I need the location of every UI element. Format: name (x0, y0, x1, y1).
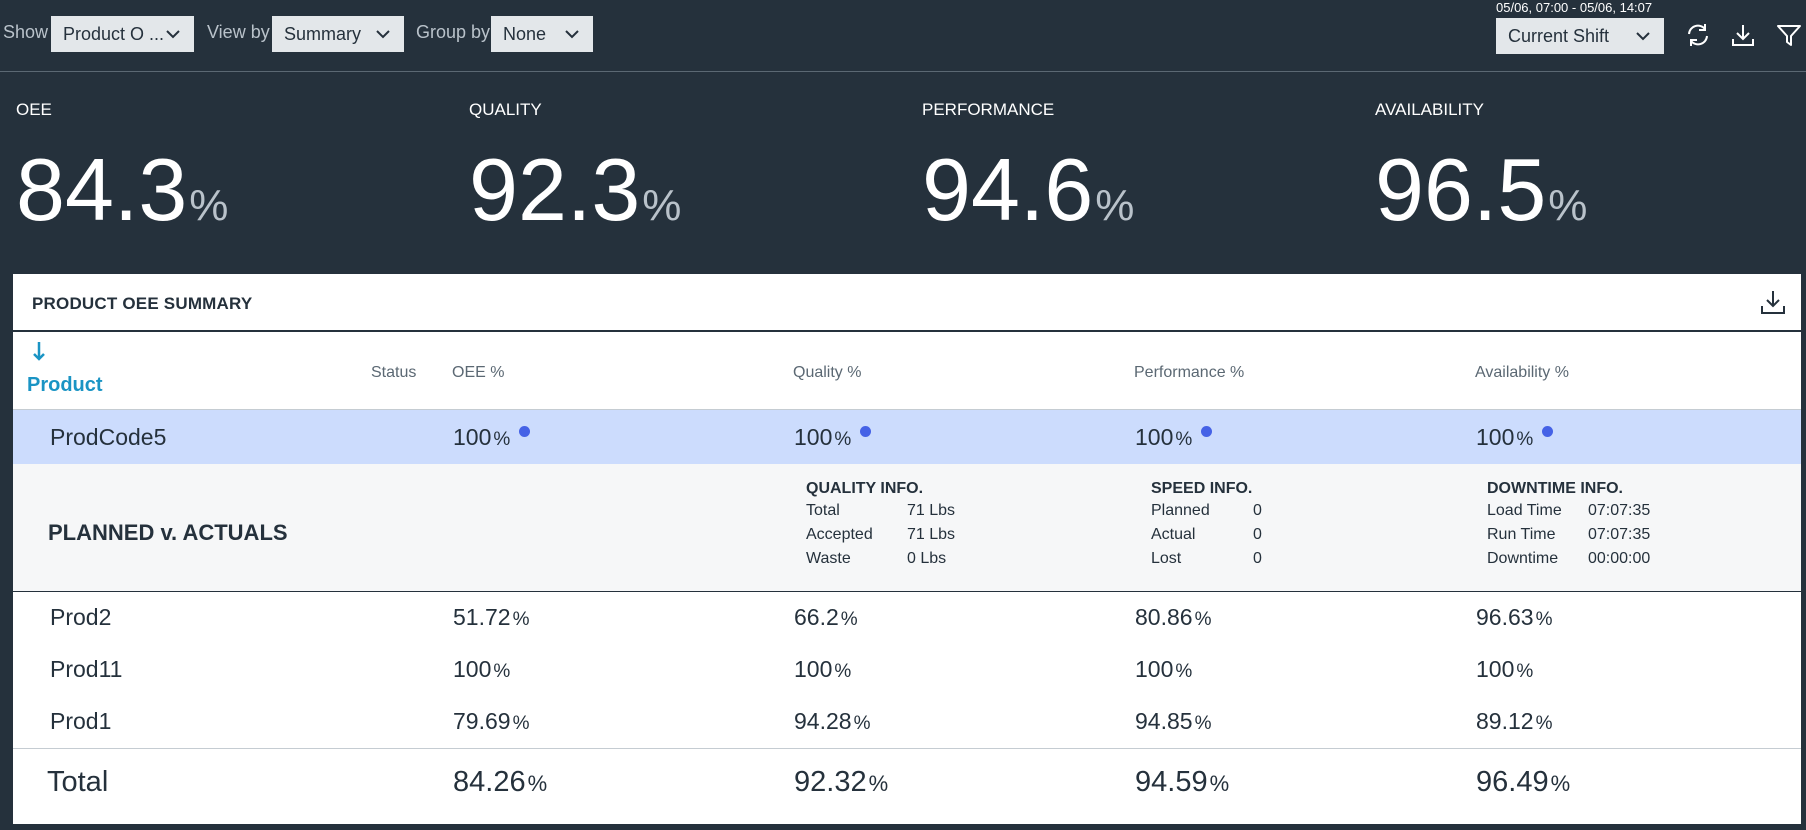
viewby-select[interactable]: Summary (272, 16, 404, 52)
show-select-value: Product O ... (63, 23, 164, 44)
oee-cell: 51.72% (453, 604, 530, 630)
chevron-down-icon (166, 30, 180, 39)
performance-cell: 80.86% (1135, 604, 1212, 630)
product-cell: Prod1 (50, 708, 112, 734)
info-row: Load Time 07:07:35 (1487, 502, 1651, 519)
download-icon[interactable] (1759, 288, 1787, 316)
header-divider (13, 409, 1801, 410)
quality-cell: 100% (794, 656, 852, 682)
product-cell: Prod11 (50, 656, 123, 682)
status-dot-icon (860, 426, 872, 437)
viewby-label: View by (207, 22, 270, 42)
info-row: Accepted 71 Lbs (806, 526, 956, 543)
info-row: Lost 0 (1151, 550, 1262, 567)
kpi-value: 84.3% (16, 140, 229, 239)
toolbar: Show Product O ... View by Summary Group… (0, 0, 1806, 72)
product-cell: Prod2 (50, 604, 112, 630)
panel-title: PRODUCT OEE SUMMARY (32, 294, 253, 313)
info-row: Downtime 00:00:00 (1487, 550, 1651, 567)
shift-select-value: Current Shift (1508, 25, 1610, 46)
viewby-select-value: Summary (284, 23, 362, 44)
quality-info-title: QUALITY INFO. (806, 480, 924, 497)
total-availability: 96.49% (1476, 766, 1571, 798)
availability-cell: 100% (1476, 424, 1554, 451)
groupby-select[interactable]: None (491, 16, 593, 52)
status-dot-icon (519, 426, 531, 437)
kpi-quality: QUALITY 92.3% (469, 100, 909, 234)
table-row[interactable]: Prod11 100% 100% 100% 100% (13, 646, 1801, 698)
show-select[interactable]: Product O ... (51, 16, 194, 52)
groupby-select-value: None (503, 23, 547, 44)
detail-title: PLANNED v. ACTUALS (48, 520, 288, 545)
oee-cell: 79.69% (453, 708, 530, 734)
chevron-down-icon (1636, 32, 1650, 41)
filter-icon[interactable] (1776, 22, 1802, 48)
kpi-oee: OEE 84.3% (16, 100, 456, 234)
date-range: 05/06, 07:00 - 05/06, 14:07 (1496, 0, 1653, 15)
oee-cell: 100% (453, 656, 511, 682)
download-icon[interactable] (1730, 22, 1756, 48)
info-row: Run Time 07:07:35 (1487, 526, 1651, 543)
quality-cell: 100% (794, 424, 872, 451)
info-row: Planned 0 (1151, 502, 1262, 519)
info-row: Actual 0 (1151, 526, 1262, 543)
kpi-value: 96.5% (1375, 140, 1588, 239)
downtime-info-title: DOWNTIME INFO. (1487, 480, 1623, 497)
speed-info-title: SPEED INFO. (1151, 480, 1253, 497)
info-row: Total 71 Lbs (806, 502, 956, 519)
total-divider (13, 748, 1801, 749)
show-label: Show (3, 22, 49, 42)
availability-cell: 89.12% (1476, 708, 1553, 734)
kpi-value: 94.6% (922, 140, 1135, 239)
total-performance: 94.59% (1135, 766, 1230, 798)
chevron-down-icon (565, 30, 579, 39)
kpi-label: AVAILABILITY (1375, 100, 1484, 119)
planned-vs-actuals-detail: PLANNED v. ACTUALS QUALITY INFO. Total 71… (13, 464, 1801, 592)
panel-header: PRODUCT OEE SUMMARY (13, 274, 1801, 332)
quality-info: QUALITY INFO. Total 71 Lbs Accepted 71 Lbs… (806, 480, 956, 574)
speed-info: SPEED INFO. Planned 0 Actual 0 Lost 0 (1151, 480, 1262, 574)
total-quality: 92.32% (794, 766, 889, 798)
table-row[interactable]: ProdCode5 100% 100% 100% 100% (13, 410, 1801, 464)
column-header-availability[interactable]: Availability % (1475, 364, 1569, 381)
product-oee-summary-panel: PRODUCT OEE SUMMARY Product Status OEE %… (13, 274, 1801, 824)
total-label: Total (47, 766, 109, 798)
chevron-down-icon (376, 30, 390, 39)
performance-cell: 94.85% (1135, 708, 1212, 734)
column-header-performance[interactable]: Performance % (1134, 364, 1245, 381)
performance-cell: 100% (1135, 656, 1193, 682)
groupby-label: Group by (416, 22, 491, 42)
column-header-quality[interactable]: Quality % (793, 364, 862, 381)
sort-arrow-down-icon[interactable] (31, 340, 47, 362)
quality-cell: 66.2% (794, 604, 858, 630)
product-cell: ProdCode5 (50, 424, 167, 450)
downtime-info: DOWNTIME INFO. Load Time 07:07:35 Run Tim… (1487, 480, 1651, 574)
availability-cell: 100% (1476, 656, 1534, 682)
quality-cell: 94.28% (794, 708, 871, 734)
kpi-label: OEE (16, 100, 52, 119)
refresh-icon[interactable] (1685, 22, 1711, 48)
kpi-label: QUALITY (469, 100, 542, 119)
performance-cell: 100% (1135, 424, 1213, 451)
status-dot-icon (1201, 426, 1213, 437)
shift-select[interactable]: Current Shift (1496, 18, 1664, 54)
availability-cell: 96.63% (1476, 604, 1553, 630)
kpi-value: 92.3% (469, 140, 682, 239)
total-row: Total 84.26% 92.32% 94.59% 96.49% (13, 750, 1801, 820)
kpi-label: PERFORMANCE (922, 100, 1055, 119)
oee-cell: 100% (453, 424, 531, 451)
kpi-availability: AVAILABILITY 96.5% (1375, 100, 1806, 234)
table-row[interactable]: Prod1 79.69% 94.28% 94.85% 89.12% (13, 698, 1801, 750)
column-header-status[interactable]: Status (371, 364, 417, 381)
total-oee: 84.26% (453, 766, 548, 798)
column-header-oee[interactable]: OEE % (452, 364, 505, 381)
column-header-product[interactable]: Product (27, 374, 103, 396)
kpi-performance: PERFORMANCE 94.6% (922, 100, 1362, 234)
status-dot-icon (1542, 426, 1554, 437)
table-row[interactable]: Prod2 51.72% 66.2% 80.86% 96.63% (13, 594, 1801, 646)
info-row: Waste 0 Lbs (806, 550, 947, 567)
